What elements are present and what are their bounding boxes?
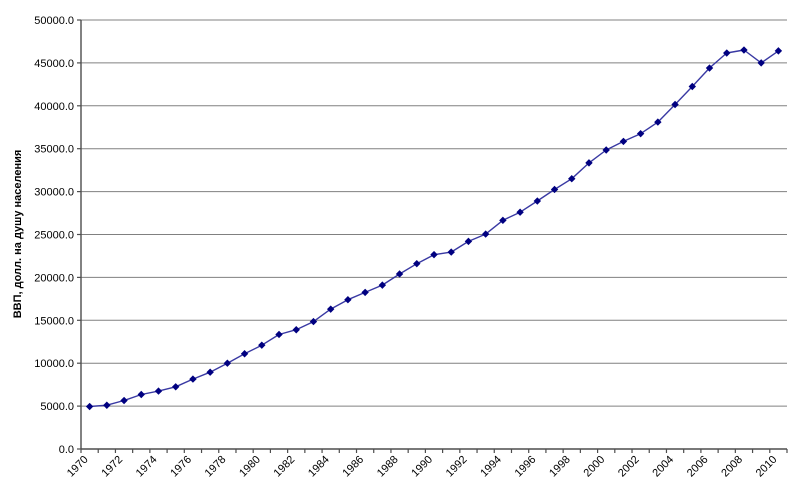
y-tick-label: 20000.0 — [34, 272, 74, 284]
data-point-marker — [223, 359, 232, 367]
x-tick-label: 1998 — [547, 454, 573, 480]
data-point-marker — [533, 197, 542, 205]
x-tick-label: 1988 — [375, 454, 401, 480]
x-tick-label: 2000 — [582, 454, 608, 480]
data-point-marker — [85, 402, 94, 411]
y-tick-label: 45000.0 — [34, 58, 74, 70]
horizontal-gridlines — [81, 19, 787, 407]
x-tick-label: 1972 — [99, 454, 125, 480]
data-point-marker — [120, 396, 128, 405]
data-point-marker — [447, 248, 455, 256]
data-point-marker — [757, 59, 765, 67]
y-tick-label: 15000.0 — [34, 315, 74, 327]
data-point-marker — [585, 159, 593, 167]
data-point-marker — [654, 118, 662, 126]
data-point-marker — [413, 259, 421, 268]
x-tick-label: 1994 — [478, 454, 504, 480]
data-point-marker — [516, 208, 524, 216]
y-tick-label: 50000.0 — [34, 15, 74, 27]
y-tick-label: 25000.0 — [34, 230, 74, 242]
x-tick-label: 1996 — [513, 454, 539, 480]
data-point-marker — [309, 317, 318, 326]
data-point-marker — [326, 305, 335, 313]
data-point-marker — [705, 64, 714, 72]
x-tick-label: 1978 — [203, 454, 229, 480]
data-point-marker — [275, 330, 283, 339]
data-point-marker — [103, 401, 111, 409]
data-point-marker — [258, 341, 266, 349]
x-axis-tick-marks — [80, 449, 788, 453]
data-point-marker — [378, 281, 387, 289]
data-point-marker — [688, 82, 697, 91]
data-point-marker — [137, 390, 145, 399]
x-tick-label: 1990 — [409, 454, 435, 480]
y-tick-label: 5000.0 — [40, 401, 74, 413]
data-point-marker — [464, 237, 473, 246]
data-point-marker — [189, 375, 197, 383]
x-tick-label: 2004 — [650, 454, 676, 480]
x-tick-label: 2002 — [616, 454, 642, 480]
data-point-marker — [292, 326, 300, 334]
x-tick-label: 1980 — [237, 454, 263, 480]
y-axis-tick-marks — [77, 19, 81, 450]
x-tick-label: 2010 — [754, 454, 780, 480]
y-tick-label: 40000.0 — [34, 101, 74, 113]
data-point-marker — [550, 185, 559, 194]
data-point-marker — [636, 129, 645, 138]
data-point-marker — [774, 47, 783, 55]
data-point-marker — [568, 175, 576, 183]
x-tick-label: 1992 — [444, 454, 470, 480]
y-tick-label: 35000.0 — [34, 144, 74, 156]
x-tick-label: 2006 — [685, 454, 711, 480]
y-tick-label: 30000.0 — [34, 187, 74, 199]
data-point-marker — [206, 368, 214, 376]
data-point-marker — [671, 100, 679, 109]
data-point-marker — [344, 296, 352, 304]
data-point-marker — [361, 288, 369, 297]
x-tick-label: 1970 — [65, 454, 91, 480]
x-tick-label: 1976 — [168, 454, 194, 480]
x-axis-tick-labels: 1970 1972 1974 1976 1978 1980 1982 1984 1986 1988… — [65, 454, 780, 480]
x-tick-label: 2008 — [719, 454, 745, 480]
data-point-marker — [171, 383, 180, 391]
data-point-marker — [430, 250, 438, 259]
data-point-marker — [723, 49, 731, 57]
data-point-marker — [154, 387, 163, 395]
y-axis-tick-labels: 0.0 5000.0 10000.0 15000.0 20000.0 25000.0 300… — [34, 15, 74, 456]
data-point-marker — [619, 137, 628, 146]
data-point-marker — [481, 230, 490, 238]
x-tick-label: 1982 — [272, 454, 298, 480]
data-point-marker — [395, 270, 404, 278]
data-point-marker — [240, 350, 249, 358]
data-point-marker — [740, 46, 748, 54]
x-tick-label: 1986 — [340, 454, 366, 480]
data-point-marker — [499, 216, 507, 225]
y-axis-title: ВВП, долл. на душу населения — [12, 150, 24, 319]
x-tick-label: 1984 — [306, 454, 332, 480]
gdp-series — [85, 46, 783, 411]
data-point-marker — [602, 146, 610, 154]
y-tick-label: 10000.0 — [34, 358, 74, 370]
x-tick-label: 1974 — [134, 454, 160, 480]
y-tick-label: 0.0 — [59, 444, 74, 456]
